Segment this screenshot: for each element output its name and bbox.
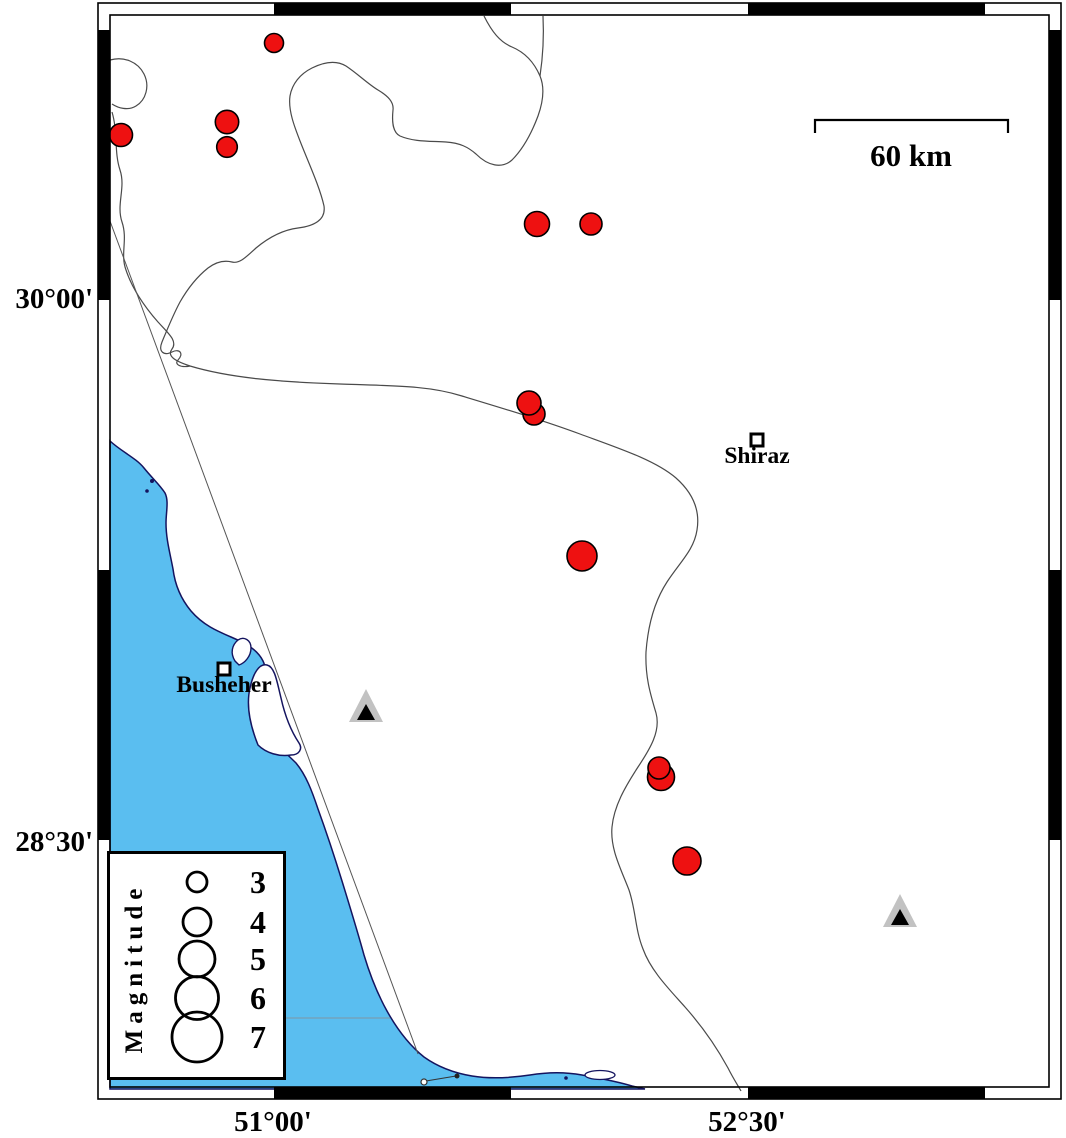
earthquake-marker [647, 756, 671, 780]
axis-labels: 30°00' 28°30' 51°00' 52°30' [15, 283, 785, 1138]
scale-bar: 60 km [813, 118, 1010, 173]
city-square-icon [216, 661, 232, 677]
latitude-label: 28°30' [15, 826, 93, 858]
city-label: Shiraz [724, 443, 789, 469]
longitude-label: 52°30' [708, 1106, 786, 1138]
legend-magnitude-circle [174, 975, 220, 1021]
earthquake-marker [579, 212, 603, 236]
stations-layer [349, 689, 917, 927]
frame-inner [109, 14, 1050, 1088]
frame-tick [98, 30, 110, 300]
city-label: Busheher [176, 672, 271, 698]
islet [564, 1076, 568, 1080]
islet [150, 479, 154, 483]
latitude-label: 30°00' [15, 283, 93, 315]
scale-bar-label: 60 km [870, 138, 952, 173]
earthquake-marker [214, 109, 240, 135]
earthquakes-layer [108, 32, 702, 876]
earthquake-marker [215, 135, 239, 159]
island [231, 637, 252, 666]
frame-outer [97, 2, 1062, 1100]
coast-blob [109, 58, 148, 110]
legend-title: Magnitude [121, 883, 148, 1054]
lake-outline [160, 15, 544, 368]
station-triangle-inner-icon [357, 704, 375, 720]
legend-magnitude-circle [181, 906, 213, 938]
profile-line [109, 220, 419, 1055]
frame-tick [748, 3, 985, 15]
coast-marker-line [425, 1075, 457, 1082]
river [189, 365, 742, 1092]
city-square-icon [749, 432, 765, 448]
legend-magnitude-circle [185, 870, 209, 894]
earthquake-marker [263, 32, 285, 54]
earthquake-marker [566, 540, 598, 572]
earthquake-marker [672, 846, 702, 876]
legend-magnitude-value: 3 [250, 864, 266, 900]
frame-tick [274, 1087, 511, 1099]
earthquake-marker [516, 390, 542, 416]
frame-tick [1049, 30, 1061, 300]
busheher-peninsula [247, 664, 302, 757]
scale-bar-bracket [813, 118, 1010, 133]
frame-tick [274, 3, 511, 15]
land-lines [109, 15, 742, 1092]
cities-layer: Shiraz Busheher [176, 432, 790, 698]
frame-tick [98, 570, 110, 840]
lake-branch [539, 15, 544, 77]
earthquake-marker [523, 210, 551, 238]
legend-magnitude-value: 6 [250, 980, 266, 1016]
legend-magnitude-value: 7 [250, 1019, 266, 1055]
station-triangle-inner-icon [891, 909, 909, 925]
legend-magnitude-value: 4 [250, 904, 266, 940]
frame-tick [1049, 570, 1061, 840]
legend-magnitude-circle [170, 1010, 224, 1064]
island [584, 1069, 616, 1081]
coast-marker-circle [420, 1078, 428, 1086]
coast-wiggle [111, 111, 191, 367]
legend-box [107, 851, 286, 1080]
map-frame [97, 2, 1062, 1100]
coast-marker-dot [454, 1073, 460, 1079]
earthquake-marker [108, 122, 134, 148]
frame-tick [748, 1087, 985, 1099]
longitude-label: 51°00' [234, 1106, 312, 1138]
legend-magnitude-value: 5 [250, 941, 266, 977]
islet [145, 489, 149, 493]
